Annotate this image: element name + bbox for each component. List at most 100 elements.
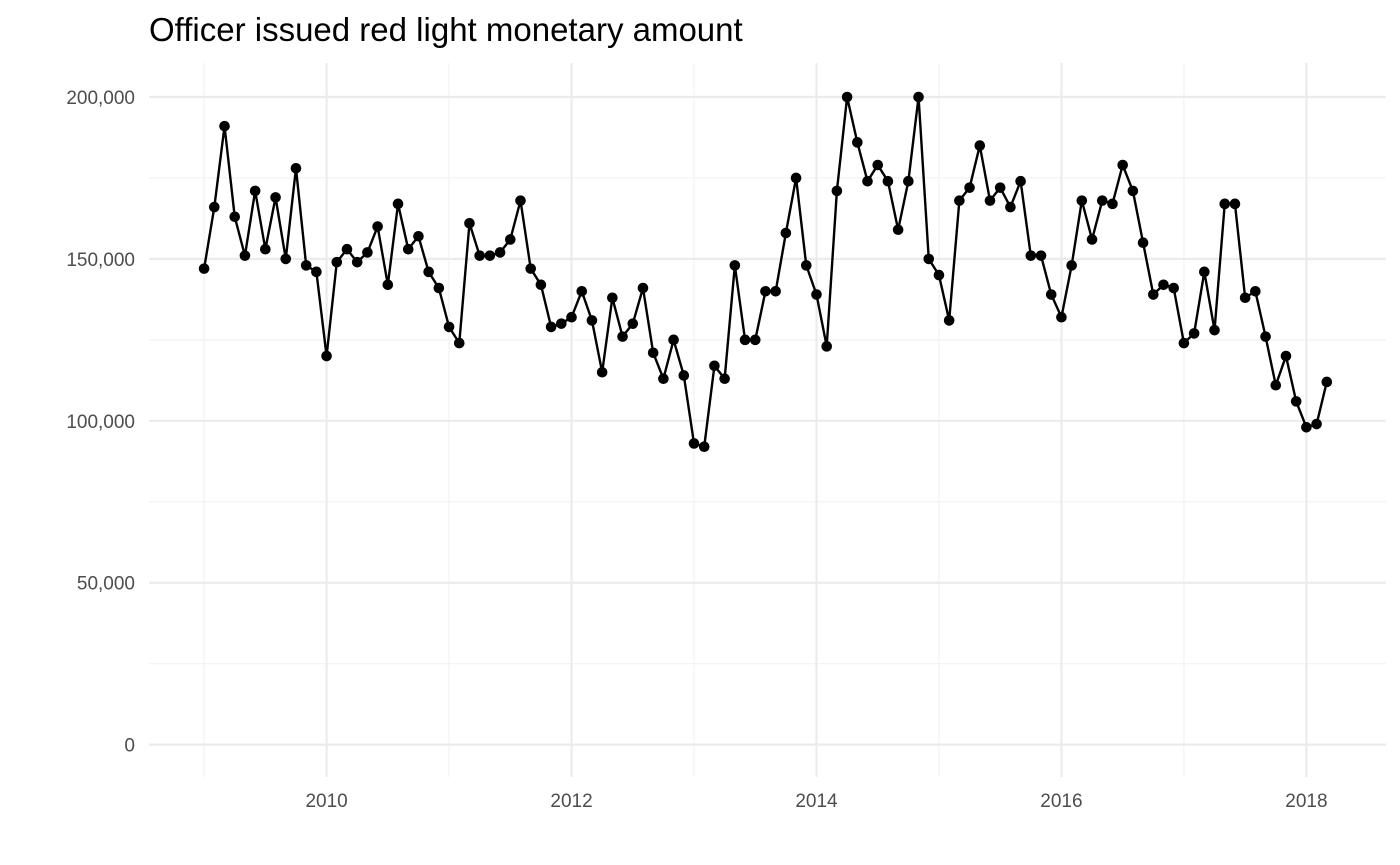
data-point [1250, 285, 1261, 297]
data-point [1178, 337, 1190, 349]
y-axis-tick-labels: 0 50,000 100,000 150,000 200,000 [66, 88, 135, 757]
data-point [260, 243, 271, 255]
data-point [647, 347, 659, 359]
data-point [749, 334, 761, 346]
data-point [668, 334, 679, 346]
data-point [1321, 376, 1333, 388]
data-point [1199, 266, 1210, 278]
data-point [382, 279, 394, 291]
data-point [525, 263, 537, 274]
data-point [474, 250, 485, 261]
data-point [719, 373, 730, 385]
chart-title: Officer issued red light monetary amount [149, 11, 743, 48]
data-point [505, 234, 516, 245]
data-point [1127, 185, 1139, 197]
data-point [739, 334, 751, 346]
data-point [1035, 250, 1047, 261]
data-point [453, 337, 465, 349]
data-point [841, 91, 853, 103]
data-point [913, 91, 924, 103]
data-point [1188, 328, 1200, 339]
data-point [392, 198, 404, 210]
data-point [556, 318, 567, 329]
data-point [321, 350, 332, 362]
data-point [402, 243, 414, 255]
data-point [831, 185, 843, 197]
data-point [413, 230, 424, 242]
data-point [964, 182, 975, 193]
data-point [576, 285, 588, 297]
data-points [198, 91, 1333, 453]
x-tick-label: 2010 [305, 791, 347, 812]
data-point [1270, 379, 1282, 391]
data-point [484, 250, 496, 261]
data-point [1107, 198, 1118, 210]
data-point [566, 311, 577, 323]
data-point [688, 438, 700, 449]
data-point [954, 195, 965, 206]
data-point [984, 195, 996, 206]
data-point [1239, 292, 1251, 304]
data-point [658, 373, 669, 385]
data-point [1045, 289, 1057, 300]
data-point [443, 321, 455, 333]
data-point [709, 360, 720, 372]
data-point [341, 243, 353, 255]
data-point [1260, 331, 1271, 342]
data-point [1137, 237, 1149, 249]
y-tick-label: 200,000 [66, 88, 135, 109]
data-point [882, 175, 894, 187]
data-point [351, 256, 363, 268]
data-point [596, 366, 608, 378]
data-point [994, 182, 1006, 193]
data-point [1280, 350, 1292, 362]
data-point [311, 266, 322, 278]
data-point [811, 289, 822, 300]
data-point [1066, 260, 1077, 271]
series-line [202, 95, 1328, 448]
data-point [678, 370, 690, 381]
data-point [1056, 311, 1067, 323]
data-point [800, 260, 812, 271]
data-point [249, 185, 261, 197]
gridlines [149, 63, 1386, 777]
data-point [627, 318, 639, 329]
data-point [1311, 418, 1322, 430]
data-point [1117, 159, 1128, 171]
data-point [1209, 324, 1220, 336]
data-point [515, 195, 526, 206]
data-point [892, 224, 904, 236]
data-point [1015, 175, 1026, 187]
data-point [198, 263, 210, 274]
data-point [1148, 289, 1159, 300]
data-point [1219, 198, 1231, 210]
data-point [943, 315, 955, 326]
data-point [362, 247, 373, 258]
data-point [1096, 195, 1108, 206]
data-point [290, 162, 302, 174]
data-point [637, 282, 649, 294]
data-point [372, 221, 383, 232]
data-point [280, 253, 292, 265]
y-tick-label: 50,000 [77, 574, 135, 595]
y-tick-label: 150,000 [66, 250, 135, 271]
data-point [209, 201, 220, 213]
data-point [760, 285, 771, 297]
data-point [535, 279, 547, 291]
data-point [903, 175, 914, 187]
data-point [270, 192, 281, 203]
data-point [1301, 421, 1312, 433]
data-point [219, 120, 230, 132]
data-point [331, 256, 343, 268]
data-point [464, 217, 475, 229]
data-point [433, 282, 445, 294]
data-point [852, 137, 863, 148]
data-point [862, 175, 873, 187]
data-point [821, 341, 832, 352]
x-tick-label: 2014 [795, 791, 838, 812]
data-point [545, 321, 557, 333]
data-point [698, 441, 710, 453]
data-point [423, 266, 434, 278]
data-point [933, 269, 945, 281]
